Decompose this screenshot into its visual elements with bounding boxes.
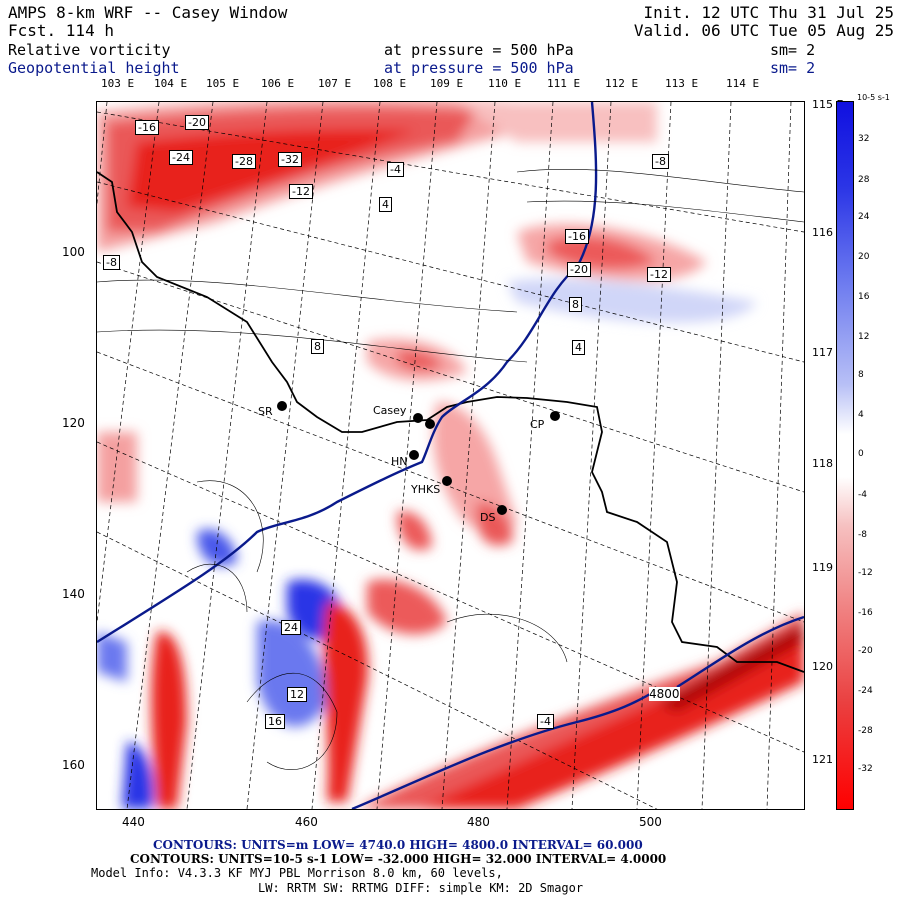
lon-label: 113 E [665,77,699,90]
x-axis-label: 480 [467,815,490,829]
station-marker [425,419,435,429]
contour-value-label: 24 [281,620,301,635]
contour-value-label: 12 [287,687,307,702]
colorbar-tick: -8 [858,530,867,540]
station-label: DS [480,511,496,524]
contour-value-label: 4 [572,340,585,355]
contour-value-label: 8 [569,297,582,312]
lon-label: 112 E [605,77,639,90]
station-label: SR [258,405,273,418]
contour-value-label: -8 [103,255,120,270]
contour-value-label: -32 [278,152,302,167]
lon-right-label: 120 E [812,660,844,673]
contour-value-label: -4 [537,714,554,729]
lon-label: 109 E [430,77,464,90]
station-label: Casey [373,404,407,417]
colorbar-tick: -24 [858,686,873,696]
lon-label: 114 E [726,77,760,90]
field2-level: at pressure = 500 hPa [384,59,574,77]
height-contour-label: 4800 [649,687,680,701]
colorbar-tick: 32 [858,134,870,144]
station-marker [413,413,423,423]
colorbar-tick: 16 [858,292,870,302]
lon-label: 105 E [206,77,240,90]
contour-value-label: -16 [565,229,589,244]
contour-value-label: -4 [387,162,404,177]
colorbar-tick: -32 [858,764,873,774]
x-axis-label: 500 [639,815,662,829]
contour-value-label: -8 [652,154,669,169]
contour-value-label: -16 [135,120,159,135]
colorbar-unit: 10-5 s-1 [857,93,890,102]
lon-right-label: 118 E [812,457,844,470]
station-label: CP [530,418,545,431]
lon-right-label: 116 E [812,226,844,239]
station-label: HN [391,455,408,468]
colorbar-tick: 28 [858,175,870,185]
y-axis-label: 120 [62,416,85,430]
station-label: YHKS [411,483,441,496]
lon-label: 107 E [318,77,352,90]
contour-value-label: -24 [169,150,193,165]
colorbar-tick: -20 [858,646,873,656]
lon-label: 104 E [154,77,188,90]
lon-label: 103 E [101,77,135,90]
station-marker [497,505,507,515]
forecast-hour: Fcst. 114 h [8,21,114,40]
model-physics: LW: RRTM SW: RRTMG DIFF: simple KM: 2D S… [258,881,584,895]
colorbar-tick: -12 [858,568,873,578]
contour-value-label: 16 [265,714,285,729]
station-marker [277,401,287,411]
lon-right-label: 115 E [812,98,844,111]
init-time: Init. 12 UTC Thu 31 Jul 25 [643,3,894,22]
y-axis-label: 140 [62,587,85,601]
model-info: Model Info: V4.3.3 KF MYJ PBL Morrison 8… [91,866,503,880]
colorbar-tick: 4 [858,410,864,420]
station-marker [409,450,419,460]
x-axis-label: 460 [295,815,318,829]
colorbar-tick: 0 [858,449,864,459]
colorbar-tick: 8 [858,370,864,380]
colorbar-tick: 24 [858,212,870,222]
station-marker [550,411,560,421]
colorbar-tick: -16 [858,608,873,618]
colorbar [836,101,854,810]
y-axis-label: 100 [62,245,85,259]
lon-label: 106 E [261,77,295,90]
valid-time: Valid. 06 UTC Tue 05 Aug 25 [633,21,894,40]
contour-value-label: -28 [232,154,256,169]
y-axis-label: 160 [62,758,85,772]
vorticity-map [97,102,804,809]
contour-value-label: 8 [311,339,324,354]
lon-right-label: 121 E [812,753,844,766]
map-panel: SR Casey CP HN YHKS DS -16 -20 -24 -28 -… [96,101,805,810]
lon-right-label: 117 E [812,346,844,359]
station-marker [442,476,452,486]
field2-name: Geopotential height [8,59,180,77]
model-title: AMPS 8-km WRF -- Casey Window [8,3,288,22]
lon-label: 108 E [373,77,407,90]
colorbar-tick: -4 [858,490,867,500]
vorticity-contour-info: CONTOURS: UNITS=10-5 s-1 LOW= -32.000 HI… [130,852,667,866]
contour-value-label: -20 [185,115,209,130]
contour-value-label: -12 [647,267,671,282]
contour-value-label: -12 [289,184,313,199]
height-contour-info: CONTOURS: UNITS=m LOW= 4740.0 HIGH= 4800… [153,838,643,852]
x-axis-label: 440 [122,815,145,829]
colorbar-tick: 20 [858,252,870,262]
field2-smoothing: sm= 2 [770,59,816,77]
lon-right-label: 119 E [812,561,844,574]
lon-label: 110 E [488,77,522,90]
field1-smoothing: sm= 2 [770,41,816,59]
contour-value-label: -20 [567,262,591,277]
lon-label: 111 E [547,77,581,90]
field1-name: Relative vorticity [8,41,171,59]
field1-level: at pressure = 500 hPa [384,41,574,59]
colorbar-tick: 12 [858,332,870,342]
colorbar-tick: -28 [858,726,873,736]
contour-value-label: 4 [379,197,392,212]
